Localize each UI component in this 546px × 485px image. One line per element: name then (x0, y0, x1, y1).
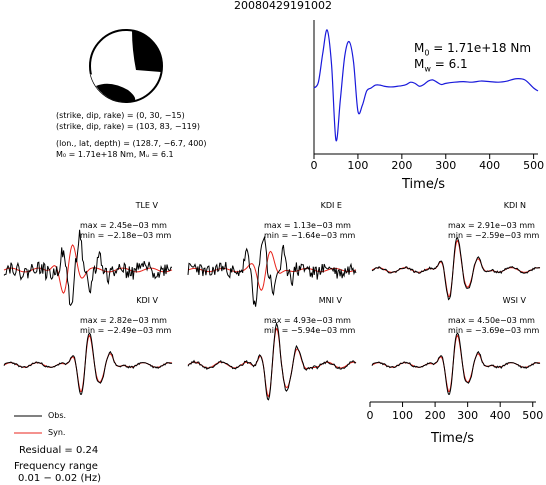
bottom-time-axis: 0 100 200 300 400 500 (367, 401, 543, 422)
stf-m0-label: M0 = 1.71e+18 Nm (414, 41, 532, 58)
bottom-xtick-label: 500 (522, 409, 543, 422)
focal-mechanism-beachball (89, 29, 163, 103)
observed-trace (187, 321, 357, 401)
station-min: min = −2.18e−03 mm (80, 231, 172, 240)
synthetic-trace (3, 244, 173, 294)
stf-xtick-label: 200 (391, 159, 412, 172)
figure-title: 20080429191002 (234, 0, 332, 12)
station-min: min = −2.59e−03 mm (448, 231, 540, 240)
bottom-xtick-label: 300 (457, 409, 478, 422)
nodal-plane-2: (strike, dip, rake) = (103, 83, −119) (56, 122, 200, 131)
bottom-xtick-label: 400 (490, 409, 511, 422)
station-min: min = −1.64e−03 mm (264, 231, 356, 240)
station-name: KDI E (321, 201, 342, 210)
synthetic-trace (187, 250, 357, 291)
stf-xlabel: Time/s (402, 177, 445, 192)
station-min: min = −5.94e−03 mm (264, 326, 356, 335)
observed-trace (371, 332, 541, 395)
stf-series-line (313, 29, 539, 142)
source-time-function-plot: 0 100 200 300 400 500 (311, 20, 544, 172)
bottom-xtick-label: 0 (367, 409, 374, 422)
station-max: max = 4.50e−03 mm (448, 316, 535, 325)
legend-syn-label: Syn. (48, 428, 66, 437)
bottom-xtick-label: 100 (392, 409, 413, 422)
observed-trace (3, 229, 172, 307)
station-name: KDI V (136, 296, 158, 305)
station-name: WSI V (503, 296, 527, 305)
bottom-xlabel: Time/s (431, 431, 474, 446)
source-moment: M₀ = 1.71e+18 Nm, Mᵤ = 6.1 (56, 150, 174, 159)
observed-trace (371, 237, 541, 301)
station-name: TLE V (135, 201, 159, 210)
stf-xtick-label: 0 (311, 159, 318, 172)
station-max: max = 2.82e−03 mm (80, 316, 167, 325)
frequency-range-title: Frequency range (14, 461, 98, 472)
station-min: min = −3.69e−03 mm (448, 326, 540, 335)
residual-text: Residual = 0.24 (19, 445, 99, 456)
synthetic-trace (371, 239, 541, 297)
station-name: MNI V (319, 296, 343, 305)
stf-xtick-label: 300 (435, 159, 456, 172)
station-min: min = −2.49e−03 mm (80, 326, 172, 335)
legend-swatches (14, 415, 42, 434)
station-name: KDI N (504, 201, 526, 210)
station-max: max = 4.93e−03 mm (264, 316, 351, 325)
legend-obs-label: Obs. (48, 411, 67, 420)
stf-xtick-label: 100 (347, 159, 368, 172)
station-max: max = 2.45e−03 mm (80, 221, 167, 230)
stf-xtick-label: 500 (523, 159, 544, 172)
stf-xtick-label: 400 (479, 159, 500, 172)
stf-mw-label: Mw = 6.1 (414, 57, 468, 74)
bottom-xtick-label: 200 (425, 409, 446, 422)
station-max: max = 2.91e−03 mm (448, 221, 535, 230)
nodal-plane-1: (strike, dip, rake) = (0, 30, −15) (56, 111, 185, 120)
observed-trace (187, 235, 357, 307)
station-max: max = 1.13e−03 mm (264, 221, 351, 230)
source-location: (lon., lat, depth) = (128.7, −6.7, 400) (56, 139, 207, 148)
frequency-range-value: 0.01 − 0.02 (Hz) (18, 473, 102, 484)
observed-trace (3, 332, 173, 395)
